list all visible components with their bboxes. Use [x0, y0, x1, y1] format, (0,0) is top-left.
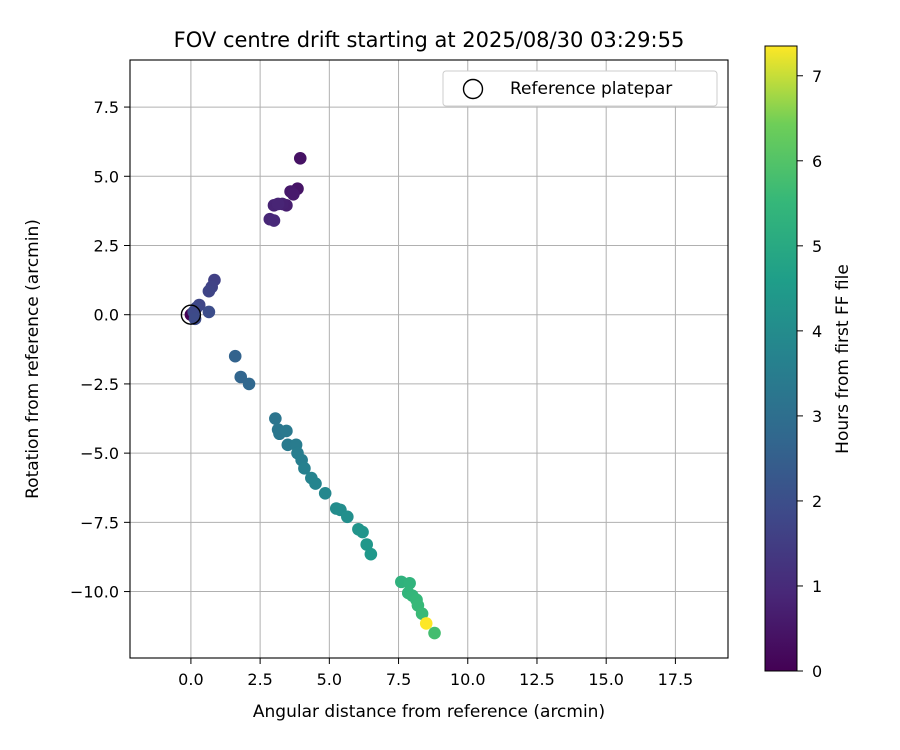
- data-point: [415, 607, 429, 621]
- data-point: [293, 151, 307, 165]
- data-point: [202, 305, 216, 319]
- colorbar-tick-label: 5: [812, 237, 822, 256]
- data-point: [298, 462, 311, 475]
- y-axis-ticks: 7.5 5.0 2.5 0.0 −2.5 −5.0 −7.5 −10.0: [70, 98, 130, 602]
- x-tick-label: 2.5: [247, 670, 272, 689]
- data-point: [356, 525, 369, 539]
- colorbar-tick-label: 6: [812, 152, 822, 171]
- y-tick-label: 2.5: [94, 236, 119, 255]
- x-tick-label: 0.0: [178, 670, 203, 689]
- x-tick-label: 7.5: [386, 670, 411, 689]
- data-point: [271, 197, 285, 211]
- y-tick-label: −10.0: [70, 583, 119, 602]
- x-axis-ticks: 0.0 2.5 5.0 7.5 10.0 12.5 15.0 17.5: [178, 658, 693, 689]
- data-point: [428, 626, 441, 640]
- data-point: [202, 284, 216, 298]
- colorbar-tick-label: 4: [812, 322, 822, 341]
- x-tick-label: 12.5: [519, 670, 555, 689]
- data-point: [403, 576, 416, 590]
- colorbar-tick-label: 1: [812, 577, 822, 596]
- colorbar-tick-label: 3: [812, 407, 822, 426]
- y-tick-label: −2.5: [80, 375, 119, 394]
- data-point: [242, 377, 256, 391]
- colorbar-tick-label: 2: [812, 492, 822, 511]
- colorbar-tick-label: 0: [812, 662, 822, 681]
- x-axis-label: Angular distance from reference (arcmin): [253, 702, 605, 722]
- legend-box: [442, 70, 718, 107]
- data-point: [419, 617, 433, 630]
- colorbar-gradient: [764, 45, 798, 672]
- data-point: [364, 547, 378, 561]
- colorbar-tick-label: 7: [812, 67, 822, 86]
- colorbar-ticks: 0 1 2 3 4 5 6 7: [797, 67, 822, 681]
- data-point: [188, 312, 202, 326]
- data-point: [309, 477, 322, 490]
- y-tick-label: 7.5: [94, 98, 119, 117]
- data-points: [180, 151, 441, 640]
- legend-entry-reference-platepar: Reference platepar: [510, 79, 672, 99]
- reference-marker: [180, 304, 202, 325]
- x-tick-label: 5.0: [317, 670, 342, 689]
- data-point: [234, 370, 248, 384]
- data-point: [269, 412, 282, 425]
- data-point: [228, 349, 242, 363]
- y-tick-label: −5.0: [80, 444, 119, 463]
- plot-frame: [129, 59, 729, 659]
- x-tick-label: 10.0: [450, 670, 486, 689]
- data-point: [318, 486, 332, 500]
- y-axis-label: Rotation from reference (arcmin): [23, 219, 43, 499]
- colorbar-label: Hours from first FF file: [833, 264, 853, 454]
- data-point: [287, 187, 300, 201]
- data-point: [280, 424, 293, 438]
- grid-lines: [130, 60, 728, 658]
- legend-marker-reference: [462, 78, 484, 100]
- y-tick-label: 5.0: [94, 167, 119, 186]
- y-tick-label: 0.0: [94, 306, 119, 325]
- colorbar: 0 1 2 3 4 5 6 7 Hours from first FF file: [764, 45, 853, 681]
- legend: Reference platepar: [442, 70, 718, 107]
- chart-title: FOV centre drift starting at 2025/08/30 …: [174, 28, 685, 52]
- data-point: [360, 538, 374, 551]
- x-tick-label: 17.5: [658, 670, 694, 689]
- data-point: [267, 214, 281, 227]
- x-tick-label: 15.0: [588, 670, 624, 689]
- y-tick-label: −7.5: [80, 513, 119, 532]
- data-point: [341, 510, 354, 524]
